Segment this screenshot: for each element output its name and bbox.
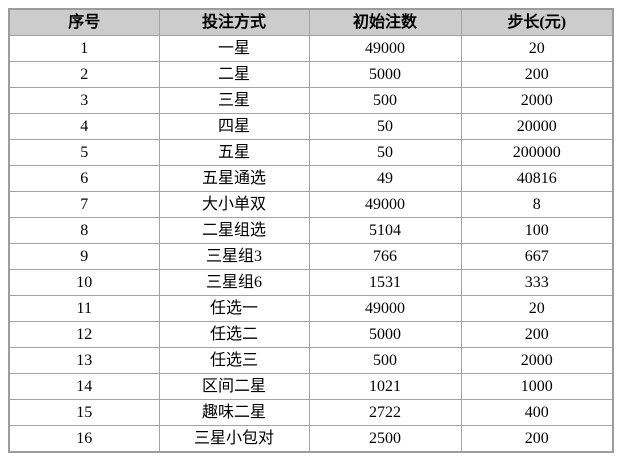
cell-initial-bets: 50 <box>308 113 462 140</box>
cell-index: 16 <box>8 425 160 453</box>
cell-initial-bets: 5000 <box>308 321 462 348</box>
header-step: 步长(元) <box>460 8 614 36</box>
cell-bet-type: 任选一 <box>158 295 310 322</box>
cell-bet-type: 四星 <box>158 113 310 140</box>
table-row: 8 二星组选 5104 100 <box>8 217 614 244</box>
cell-index: 5 <box>8 139 160 166</box>
table-row: 11 任选一 49000 20 <box>8 295 614 322</box>
cell-initial-bets: 1021 <box>308 373 462 400</box>
cell-step: 400 <box>460 399 614 426</box>
cell-step: 667 <box>460 243 614 270</box>
table-row: 2 二星 5000 200 <box>8 61 614 88</box>
cell-step: 40816 <box>460 165 614 192</box>
betting-options-table: 序号 投注方式 初始注数 步长(元) 1 一星 49000 20 2 二星 5000 200 3… <box>8 8 614 453</box>
cell-initial-bets: 5000 <box>308 61 462 88</box>
cell-bet-type: 趣味二星 <box>158 399 310 426</box>
cell-initial-bets: 500 <box>308 87 462 114</box>
cell-index: 1 <box>8 35 160 62</box>
cell-step: 200000 <box>460 139 614 166</box>
cell-bet-type: 三星小包对 <box>158 425 310 453</box>
cell-bet-type: 任选三 <box>158 347 310 374</box>
cell-bet-type: 二星 <box>158 61 310 88</box>
cell-initial-bets: 766 <box>308 243 462 270</box>
table-row: 13 任选三 500 2000 <box>8 347 614 374</box>
cell-step: 8 <box>460 191 614 218</box>
cell-bet-type: 大小单双 <box>158 191 310 218</box>
cell-index: 15 <box>8 399 160 426</box>
cell-initial-bets: 49000 <box>308 295 462 322</box>
cell-initial-bets: 50 <box>308 139 462 166</box>
header-row: 序号 投注方式 初始注数 步长(元) <box>8 8 614 36</box>
table-row: 4 四星 50 20000 <box>8 113 614 140</box>
header-index: 序号 <box>8 8 160 36</box>
table-row: 6 五星通选 49 40816 <box>8 165 614 192</box>
cell-initial-bets: 2500 <box>308 425 462 453</box>
cell-bet-type: 任选二 <box>158 321 310 348</box>
cell-step: 200 <box>460 321 614 348</box>
table-row: 10 三星组6 1531 333 <box>8 269 614 296</box>
cell-index: 2 <box>8 61 160 88</box>
cell-initial-bets: 2722 <box>308 399 462 426</box>
cell-index: 13 <box>8 347 160 374</box>
cell-index: 14 <box>8 373 160 400</box>
table-row: 3 三星 500 2000 <box>8 87 614 114</box>
cell-index: 9 <box>8 243 160 270</box>
cell-step: 20 <box>460 295 614 322</box>
table-row: 16 三星小包对 2500 200 <box>8 425 614 453</box>
cell-step: 200 <box>460 61 614 88</box>
cell-initial-bets: 500 <box>308 347 462 374</box>
cell-step: 20 <box>460 35 614 62</box>
header-bet-type: 投注方式 <box>158 8 310 36</box>
table-row: 5 五星 50 200000 <box>8 139 614 166</box>
cell-bet-type: 五星通选 <box>158 165 310 192</box>
cell-index: 8 <box>8 217 160 244</box>
cell-bet-type: 三星 <box>158 87 310 114</box>
table-body: 1 一星 49000 20 2 二星 5000 200 3 三星 500 2000 4 四星 50 20000… <box>8 35 614 453</box>
cell-index: 11 <box>8 295 160 322</box>
table-row: 9 三星组3 766 667 <box>8 243 614 270</box>
cell-step: 100 <box>460 217 614 244</box>
cell-step: 200 <box>460 425 614 453</box>
cell-bet-type: 五星 <box>158 139 310 166</box>
table-row: 1 一星 49000 20 <box>8 35 614 62</box>
cell-step: 2000 <box>460 87 614 114</box>
cell-initial-bets: 49000 <box>308 191 462 218</box>
table-row: 12 任选二 5000 200 <box>8 321 614 348</box>
table-header: 序号 投注方式 初始注数 步长(元) <box>8 8 614 36</box>
cell-initial-bets: 5104 <box>308 217 462 244</box>
cell-index: 12 <box>8 321 160 348</box>
cell-bet-type: 二星组选 <box>158 217 310 244</box>
cell-index: 7 <box>8 191 160 218</box>
table-row: 14 区间二星 1021 1000 <box>8 373 614 400</box>
table-row: 7 大小单双 49000 8 <box>8 191 614 218</box>
cell-initial-bets: 49000 <box>308 35 462 62</box>
table-row: 15 趣味二星 2722 400 <box>8 399 614 426</box>
cell-step: 20000 <box>460 113 614 140</box>
cell-index: 4 <box>8 113 160 140</box>
cell-bet-type: 一星 <box>158 35 310 62</box>
cell-bet-type: 区间二星 <box>158 373 310 400</box>
cell-initial-bets: 49 <box>308 165 462 192</box>
cell-bet-type: 三星组3 <box>158 243 310 270</box>
header-initial-bets: 初始注数 <box>308 8 462 36</box>
cell-step: 333 <box>460 269 614 296</box>
cell-initial-bets: 1531 <box>308 269 462 296</box>
cell-index: 3 <box>8 87 160 114</box>
cell-index: 6 <box>8 165 160 192</box>
cell-index: 10 <box>8 269 160 296</box>
cell-step: 1000 <box>460 373 614 400</box>
cell-bet-type: 三星组6 <box>158 269 310 296</box>
cell-step: 2000 <box>460 347 614 374</box>
